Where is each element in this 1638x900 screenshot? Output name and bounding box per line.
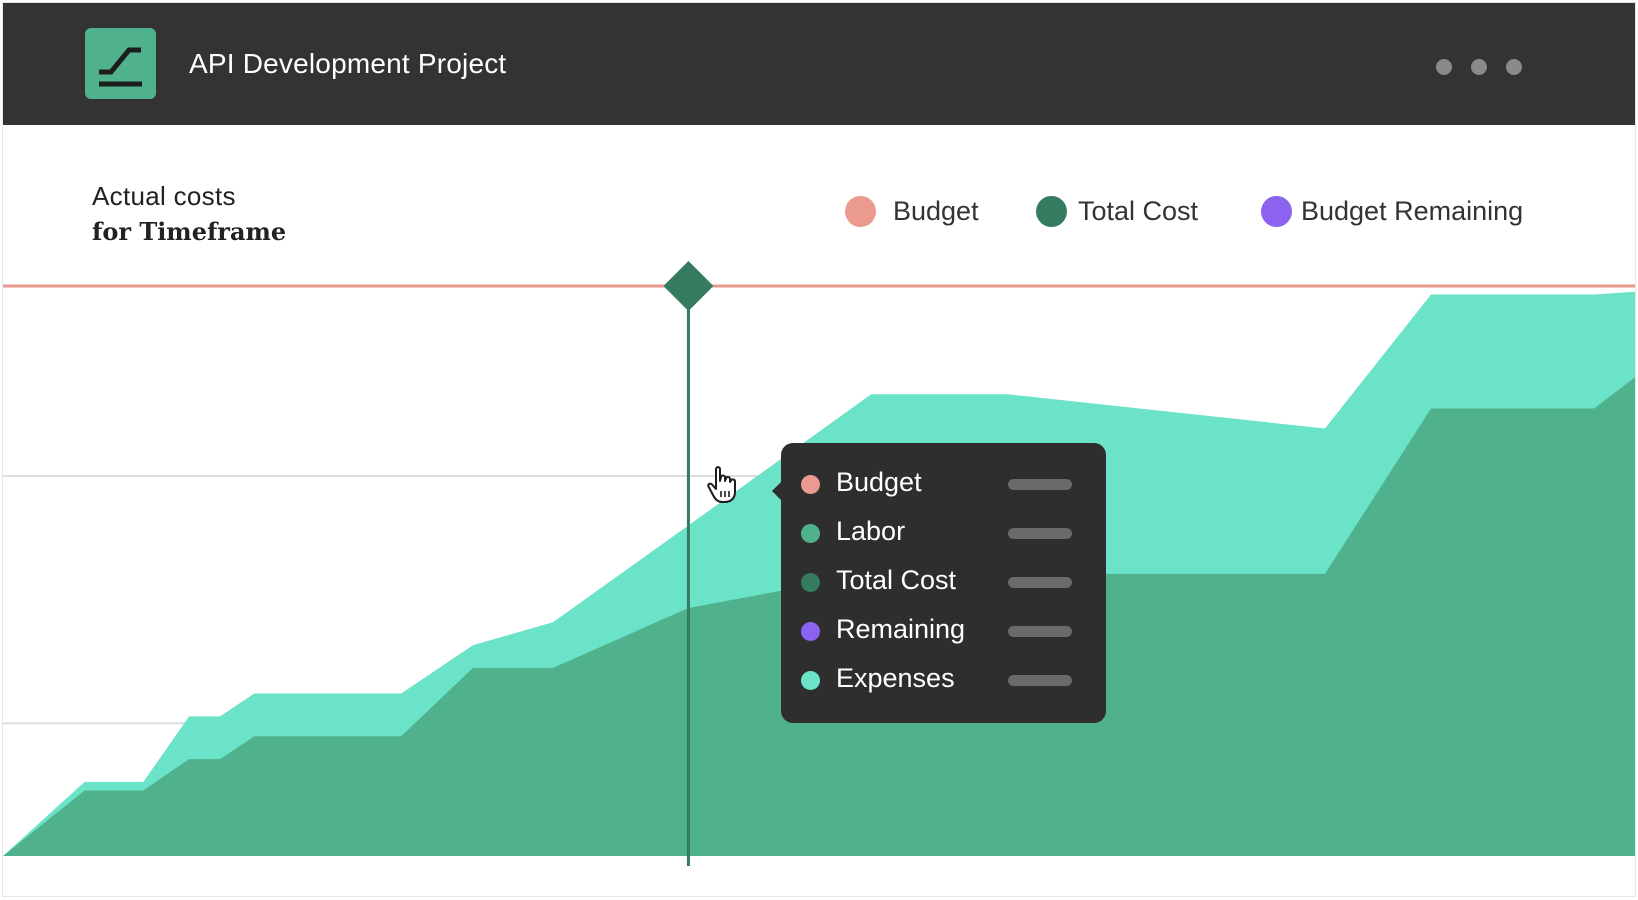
tooltip-value-placeholder xyxy=(1008,626,1072,637)
tooltip-dot-total-cost xyxy=(801,573,820,592)
tooltip-value-placeholder xyxy=(1008,528,1072,539)
trend-chart-icon xyxy=(85,28,156,99)
legend-label-total-cost: Total Cost xyxy=(1078,196,1199,226)
tooltip-row-expenses: Expenses xyxy=(781,660,1106,700)
tooltip-row-total-cost: Total Cost xyxy=(781,562,1106,602)
tooltip-arrow xyxy=(772,481,782,501)
legend-label-budget-remaining: Budget Remaining xyxy=(1301,196,1524,226)
menu-dot xyxy=(1471,59,1487,75)
tooltip-value-placeholder xyxy=(1008,577,1072,588)
legend-swatch-budget-remaining xyxy=(1261,196,1292,227)
tooltip-label-budget: Budget xyxy=(836,467,922,497)
hover-marker xyxy=(663,261,714,311)
tooltip-label-remaining: Remaining xyxy=(836,614,966,644)
chart-heading-line1: Actual costs xyxy=(92,181,236,211)
tooltip-label-labor: Labor xyxy=(836,516,906,546)
chart-legend: Budget Total Cost Budget Remaining xyxy=(3,191,1635,231)
tooltip-row-labor: Labor xyxy=(781,513,1106,553)
tooltip-value-placeholder xyxy=(1008,675,1072,686)
tooltip-label-expenses: Expenses xyxy=(836,663,955,693)
legend-swatch-budget xyxy=(845,196,876,227)
tooltip-label-total-cost: Total Cost xyxy=(836,565,957,595)
legend-swatch-total-cost xyxy=(1036,196,1067,227)
more-horizontal-icon[interactable] xyxy=(1436,57,1526,77)
menu-dot xyxy=(1436,59,1452,75)
tooltip-dot-expenses xyxy=(801,671,820,690)
tooltip-dot-labor xyxy=(801,524,820,543)
app-window: API Development Project Actual costs for… xyxy=(3,3,1635,896)
tooltip-dot-budget xyxy=(801,475,820,494)
project-title: API Development Project xyxy=(189,48,507,79)
tooltip-dot-remaining xyxy=(801,622,820,641)
tooltip-row-remaining: Remaining xyxy=(781,611,1106,651)
tooltip-value-placeholder xyxy=(1008,479,1072,490)
menu-dot xyxy=(1506,59,1522,75)
legend-label-budget: Budget xyxy=(893,196,979,226)
chart-heading-line2: for Timeframe xyxy=(92,217,287,246)
title-bar: API Development Project xyxy=(3,3,1635,125)
tooltip-row-budget: Budget xyxy=(781,464,1106,504)
hover-tooltip: Budget Labor Total Cost Remaining Expens… xyxy=(772,443,1106,723)
pointer-hand-icon xyxy=(706,465,742,510)
